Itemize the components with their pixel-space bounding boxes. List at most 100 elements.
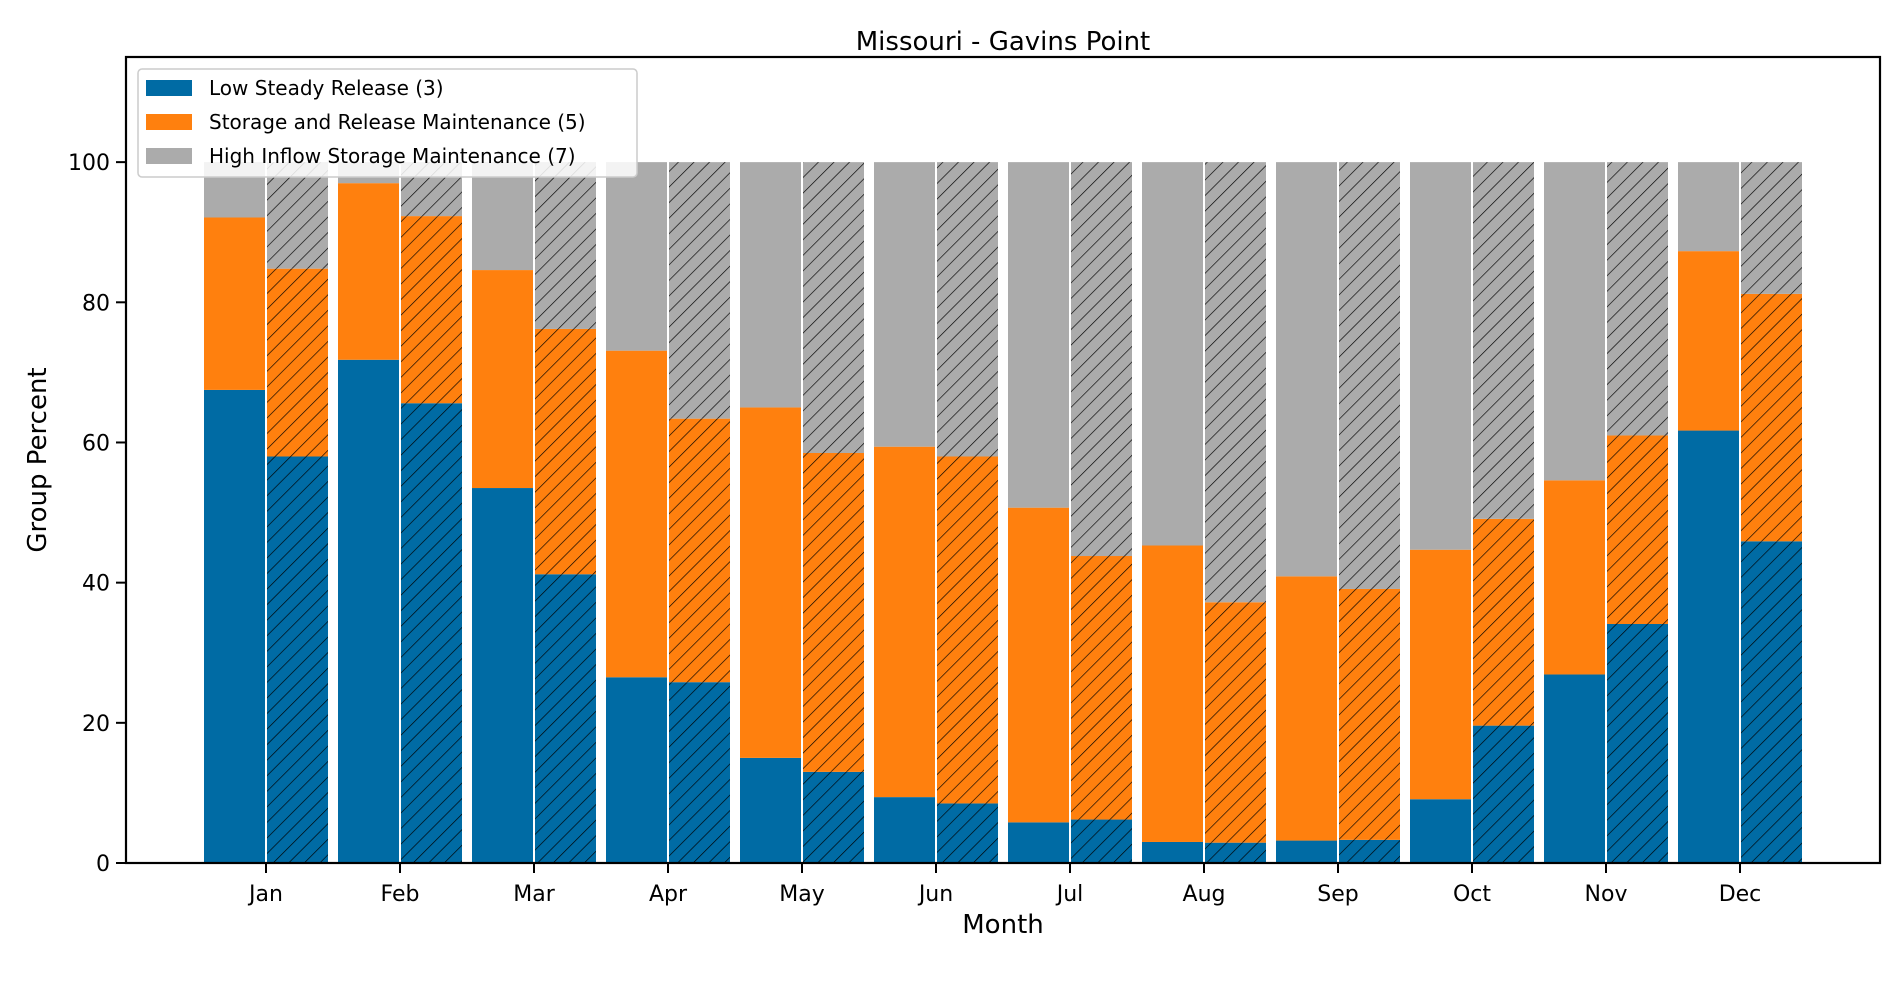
bar-aug-hatched-series-3-hatch <box>1205 162 1266 603</box>
y-tick-label: 60 <box>82 431 110 456</box>
bar-oct-plain-series-1 <box>1410 799 1471 863</box>
legend-swatch <box>146 114 192 130</box>
y-tick-label: 40 <box>82 572 110 597</box>
bar-jul-hatched-series-3-hatch <box>1071 162 1132 557</box>
bar-jan-hatched-series-3-hatch <box>267 162 328 269</box>
bar-dec-hatched-series-2-hatch <box>1741 293 1802 542</box>
bar-may-hatched-series-3-hatch <box>803 162 864 453</box>
bar-jan-hatched-series-2-hatch <box>267 268 328 457</box>
bar-apr-hatched-series-3-hatch <box>669 162 730 419</box>
y-axis: 0 20 40 60 80 100 <box>68 151 126 877</box>
bar-jun-plain-series-1 <box>874 797 935 863</box>
x-tick-label: Nov <box>1585 882 1628 907</box>
y-axis-label: Group Percent <box>23 367 53 552</box>
plot-frame <box>124 55 1882 865</box>
bar-aug-hatched-series-1-hatch <box>1205 842 1266 863</box>
bar-oct-plain-series-3 <box>1410 162 1471 550</box>
bar-sep-plain-series-1 <box>1276 840 1337 863</box>
bar-mar-hatched-series-1-hatch <box>535 574 596 863</box>
legend-swatch <box>146 80 192 96</box>
bar-nov-hatched-series-2-hatch <box>1607 435 1668 625</box>
legend-label: Storage and Release Maintenance (5) <box>209 110 586 134</box>
bar-aug-plain-series-2 <box>1142 545 1203 842</box>
bar-jun-hatched-series-1-hatch <box>937 803 998 863</box>
bar-apr-plain-series-2 <box>606 350 667 678</box>
bar-dec-plain-series-3 <box>1678 162 1739 252</box>
legend: Low Steady Release (3) Storage and Releas… <box>137 68 638 178</box>
bar-jul-hatched-series-2-hatch <box>1071 556 1132 820</box>
legend-box <box>137 68 638 178</box>
bar-feb-plain-series-2 <box>338 183 399 360</box>
bar-jan-hatched-series-1-hatch <box>267 456 328 863</box>
bar-may-hatched-series-1-hatch <box>803 771 864 863</box>
y-tick-label: 20 <box>82 712 110 737</box>
bar-nov-plain-series-2 <box>1544 480 1605 675</box>
x-tick-label: Jun <box>917 882 953 907</box>
bar-may-plain-series-2 <box>740 407 801 758</box>
bar-jun-hatched-series-3-hatch <box>937 162 998 457</box>
x-tick-label: Jul <box>1055 882 1084 907</box>
x-tick-label: Sep <box>1317 882 1358 907</box>
bar-jun-plain-series-2 <box>874 446 935 798</box>
bar-oct-hatched-series-3-hatch <box>1473 162 1534 519</box>
y-tick-label: 100 <box>68 151 110 176</box>
bar-nov-hatched-series-3-hatch <box>1607 162 1668 436</box>
x-tick-label: Jan <box>247 882 283 907</box>
bar-aug-plain-series-1 <box>1142 841 1203 863</box>
bar-feb-hatched-series-2-hatch <box>401 216 462 404</box>
x-tick-label: May <box>779 882 824 907</box>
x-tick-label: Oct <box>1453 882 1491 907</box>
bar-mar-plain-series-1 <box>472 488 533 863</box>
bar-mar-hatched-series-3-hatch <box>535 162 596 329</box>
bar-apr-plain-series-1 <box>606 677 667 863</box>
legend-label: Low Steady Release (3) <box>209 76 444 100</box>
bar-apr-hatched-series-1-hatch <box>669 682 730 863</box>
bar-dec-plain-series-2 <box>1678 251 1739 431</box>
bar-apr-hatched-series-2-hatch <box>669 418 730 683</box>
x-tick-label: Aug <box>1183 882 1226 907</box>
x-tick-label: Feb <box>381 882 420 907</box>
bar-feb-plain-series-1 <box>338 359 399 863</box>
legend-swatch <box>146 148 192 164</box>
bar-dec-hatched-series-1-hatch <box>1741 541 1802 863</box>
bar-mar-plain-series-3 <box>472 162 533 271</box>
x-axis-label: Month <box>962 910 1044 940</box>
bar-jul-plain-series-1 <box>1008 822 1069 863</box>
bar-oct-hatched-series-2-hatch <box>1473 518 1534 726</box>
bar-jan-plain-series-2 <box>204 217 265 390</box>
bar-dec-hatched-series-3-hatch <box>1741 162 1802 294</box>
bar-dec-plain-series-1 <box>1678 430 1739 863</box>
bar-may-hatched-series-2-hatch <box>803 452 864 772</box>
bar-nov-hatched-series-1-hatch <box>1607 624 1668 863</box>
bar-oct-hatched-series-1-hatch <box>1473 725 1534 863</box>
bar-jun-hatched-series-2-hatch <box>937 456 998 804</box>
bar-jul-plain-series-2 <box>1008 507 1069 823</box>
y-tick-label: 80 <box>82 291 110 316</box>
bar-sep-hatched-series-1-hatch <box>1339 839 1400 863</box>
bar-apr-plain-series-3 <box>606 162 667 351</box>
bar-sep-hatched-series-2-hatch <box>1339 588 1400 840</box>
bar-may-plain-series-3 <box>740 162 801 408</box>
legend-label: High Inflow Storage Maintenance (7) <box>209 144 576 168</box>
y-tick-label: 0 <box>96 852 110 877</box>
bar-mar-hatched-series-2-hatch <box>535 328 596 575</box>
x-tick-label: Apr <box>649 882 688 907</box>
bar-aug-hatched-series-2-hatch <box>1205 602 1266 843</box>
bar-sep-plain-series-3 <box>1276 162 1337 577</box>
bar-jul-plain-series-3 <box>1008 162 1069 508</box>
bar-sep-plain-series-2 <box>1276 576 1337 841</box>
bar-nov-plain-series-1 <box>1544 674 1605 863</box>
bar-jul-hatched-series-1-hatch <box>1071 819 1132 863</box>
bar-oct-plain-series-2 <box>1410 549 1471 800</box>
x-tick-label: Mar <box>513 882 555 907</box>
x-tick-label: Dec <box>1719 882 1762 907</box>
bar-jun-plain-series-3 <box>874 162 935 447</box>
x-axis: Jan Feb Mar Apr May Jun Jul Aug Sep Oct Nov Dec <box>247 863 1761 907</box>
bars-layer <box>204 162 1802 863</box>
bar-mar-plain-series-2 <box>472 270 533 489</box>
bar-sep-hatched-series-3-hatch <box>1339 162 1400 589</box>
bar-may-plain-series-1 <box>740 757 801 863</box>
bar-feb-hatched-series-1-hatch <box>401 403 462 863</box>
chart-title: Missouri - Gavins Point <box>856 27 1151 57</box>
